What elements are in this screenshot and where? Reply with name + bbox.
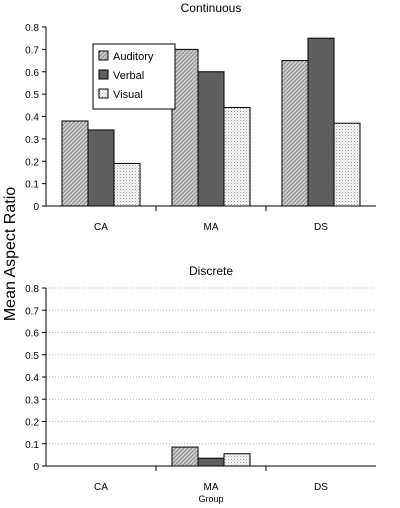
- y-tick-label: 0.5: [25, 90, 39, 101]
- chart-layer: 0 0.1 0.2 0.3 0.4 0.5 0.6 0.7 0.8 CA MA DS Auditory V…: [25, 23, 376, 493]
- y-tick-label: 0.3: [25, 135, 39, 146]
- y-tick-label: 0.1: [25, 180, 39, 191]
- bar: [197, 457, 225, 467]
- y-tick-label: 0.6: [25, 329, 39, 340]
- chart-title-discrete: Discrete: [189, 264, 233, 278]
- bar: [307, 37, 335, 207]
- y-tick-label: 0.6: [25, 68, 39, 79]
- bar: [281, 60, 309, 207]
- y-tick-label: 0.2: [25, 418, 39, 429]
- y-tick-label: 0.8: [25, 284, 39, 295]
- legend-swatch: [98, 50, 109, 61]
- y-tick-label: 0.8: [25, 23, 39, 34]
- y-tick-label: 0: [33, 202, 39, 213]
- x-tick-label: MA: [204, 482, 219, 493]
- x-tick-label: MA: [204, 222, 219, 233]
- y-tick-label: 0.2: [25, 157, 39, 168]
- bar: [223, 107, 251, 207]
- bar: [171, 48, 199, 207]
- x-tick-label: DS: [314, 482, 328, 493]
- shared-y-axis-label: Mean Aspect Ratio: [2, 187, 19, 321]
- y-tick-label: 0.7: [25, 45, 39, 56]
- bar: [333, 122, 361, 207]
- legend-label: Auditory: [113, 51, 154, 63]
- y-tick-label: 0.4: [25, 113, 39, 124]
- y-tick-label: 0.7: [25, 306, 39, 317]
- bar: [113, 162, 141, 207]
- bar: [87, 129, 115, 207]
- x-tick-label: CA: [94, 222, 108, 233]
- bar: [171, 446, 199, 467]
- x-axis-label-group: Group: [198, 494, 223, 504]
- legend-label: Visual: [113, 89, 143, 101]
- y-tick-label: 0.5: [25, 351, 39, 362]
- bar: [61, 120, 89, 207]
- y-tick-label: 0.1: [25, 440, 39, 451]
- x-tick-label: CA: [94, 482, 108, 493]
- bar: [223, 453, 251, 467]
- legend-swatch: [98, 88, 109, 99]
- y-tick-label: 0.4: [25, 373, 39, 384]
- y-tick-label: 0.3: [25, 395, 39, 406]
- x-tick-label: DS: [314, 222, 328, 233]
- bar: [197, 71, 225, 207]
- chart-title-continuous: Continuous: [181, 1, 242, 15]
- legend-swatch: [98, 69, 109, 80]
- y-tick-label: 0: [33, 462, 39, 473]
- legend-label: Verbal: [113, 70, 144, 82]
